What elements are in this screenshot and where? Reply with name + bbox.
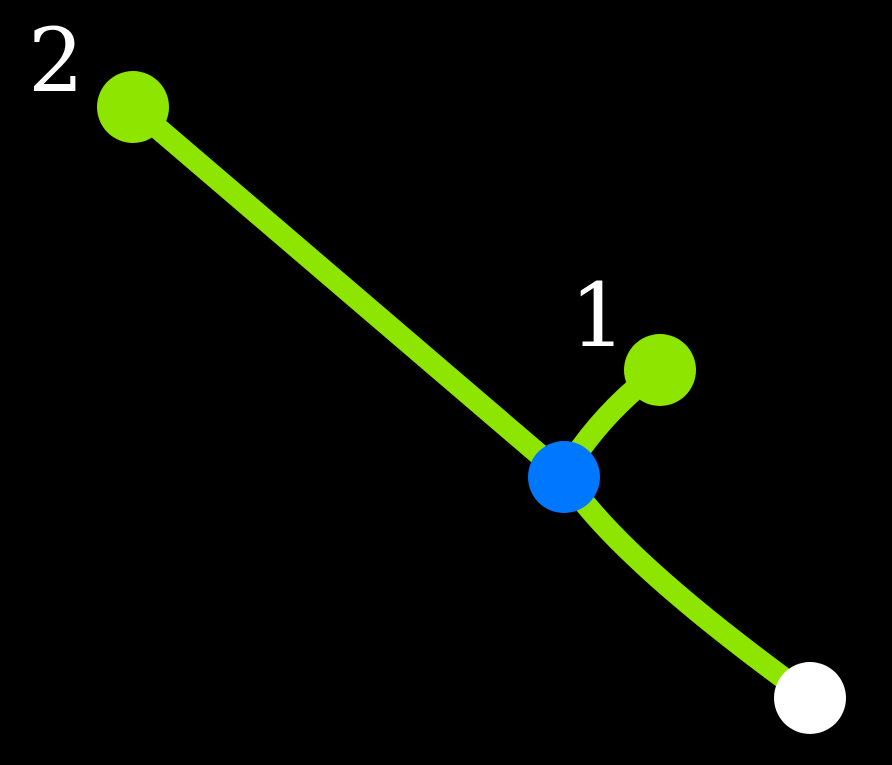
node-1-label: 1 — [570, 264, 626, 367]
junction-node — [528, 441, 600, 513]
node-2 — [97, 71, 169, 143]
node-2-label: 2 — [28, 9, 84, 112]
root-node — [774, 662, 846, 734]
edge-node-2-to-junction — [122, 96, 566, 479]
node-1 — [624, 334, 696, 406]
